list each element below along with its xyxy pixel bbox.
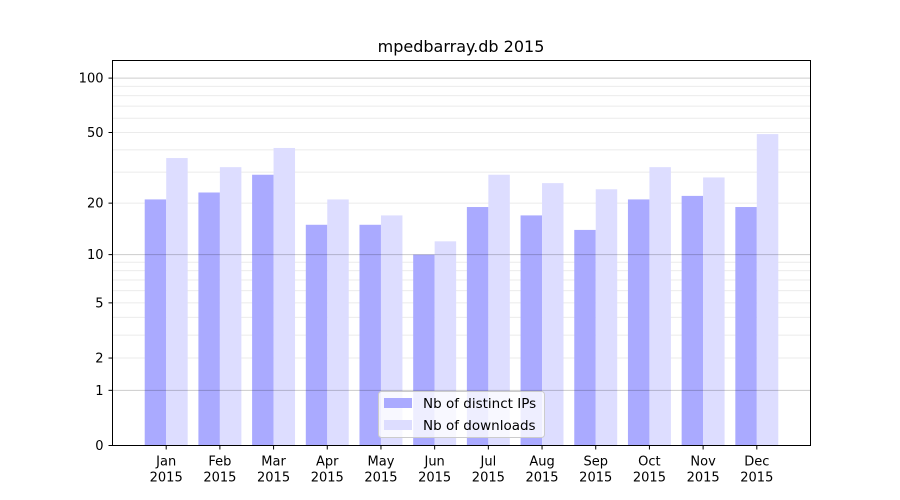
legend-label-downloads: Nb of downloads bbox=[423, 418, 536, 434]
bar-ips bbox=[574, 229, 596, 446]
y-tick-label: 100 bbox=[79, 72, 104, 87]
bars bbox=[112, 77, 811, 446]
bar-downloads bbox=[327, 199, 349, 446]
y-tick-label: 0 bbox=[95, 439, 103, 454]
bar-ips bbox=[198, 192, 220, 446]
bar-ips bbox=[359, 224, 381, 446]
y-tick-label: 50 bbox=[87, 126, 104, 141]
bar-ips bbox=[466, 207, 489, 446]
bar-downloads bbox=[166, 158, 188, 446]
bar-downloads bbox=[649, 167, 671, 446]
bar-ips bbox=[520, 215, 543, 446]
y-axis: 0 1 2 5 10 20 50 100 bbox=[79, 72, 113, 454]
bar-downloads bbox=[380, 215, 403, 446]
legend-swatch-ips bbox=[384, 398, 412, 408]
bar-downloads bbox=[273, 147, 296, 446]
chart-title: mpedbarray.db 2015 bbox=[378, 37, 545, 56]
x-tick-label: Feb 2015 bbox=[203, 455, 236, 486]
x-tick-label: Nov 2015 bbox=[687, 455, 720, 486]
x-tick-label: May 2015 bbox=[364, 455, 397, 486]
x-tick-label: Dec 2015 bbox=[740, 455, 773, 486]
y-tick-label: 1 bbox=[95, 384, 103, 399]
x-tick-label: Jul 2015 bbox=[472, 455, 505, 486]
bar-ips bbox=[305, 224, 328, 446]
x-tick-label: Aug 2015 bbox=[525, 455, 558, 486]
bar-downloads bbox=[595, 189, 618, 446]
y-tick-label: 2 bbox=[95, 352, 103, 367]
bar-downloads bbox=[219, 167, 242, 446]
bar-downloads bbox=[756, 134, 779, 446]
bar-ips bbox=[252, 174, 274, 446]
y-tick-label: 5 bbox=[95, 296, 103, 311]
x-tick-label: Apr 2015 bbox=[311, 455, 344, 486]
bar-ips bbox=[735, 207, 757, 446]
bar-downloads bbox=[703, 177, 725, 446]
legend-label-ips: Nb of distinct IPs bbox=[423, 396, 536, 412]
bar-ips bbox=[627, 199, 650, 446]
x-tick-label: Sep 2015 bbox=[579, 455, 612, 486]
x-tick-label: Jan 2015 bbox=[150, 455, 183, 486]
x-tick-label: Jun 2015 bbox=[418, 455, 451, 486]
legend-box bbox=[378, 391, 545, 438]
legend: Nb of distinct IPs Nb of downloads bbox=[378, 391, 545, 438]
bar-ips bbox=[144, 199, 167, 446]
y-tick-label: 20 bbox=[87, 197, 104, 212]
x-tick-label: Oct 2015 bbox=[633, 455, 666, 486]
x-tick-label: Mar 2015 bbox=[257, 455, 290, 486]
bar-downloads bbox=[542, 183, 564, 446]
bar-downloads bbox=[488, 174, 510, 446]
y-tick-label: 10 bbox=[87, 248, 104, 263]
x-axis: Jan 2015 Feb 2015 Mar 2015 Apr 2015 May 2015 Jun 20… bbox=[150, 445, 773, 486]
bar-ips bbox=[681, 195, 704, 446]
legend-swatch-downloads bbox=[384, 420, 412, 430]
plot-frame bbox=[112, 60, 811, 446]
